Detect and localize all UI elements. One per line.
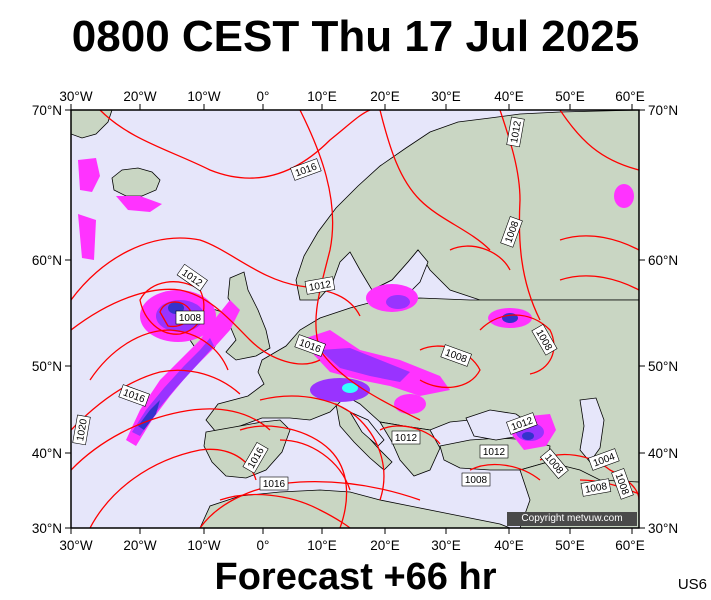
adriatic-sea [349,411,385,447]
rain-baltic-core [386,295,410,309]
top-tick-label: 20°E [370,89,399,104]
top-axis-labels: 30°W 20°W 10°W 0° 10°E 20°E 30°E 40°E 50… [59,89,644,104]
rain-alps-heavy [342,383,358,393]
land-iceland [111,167,161,197]
bottom-tick-label: 60°E [615,538,644,553]
svg-text:1008: 1008 [584,481,608,496]
top-tick-label: 10°W [187,89,220,104]
left-tick-label: 30°N [32,521,62,536]
left-tick-label: 40°N [32,446,62,461]
rain-caucasus-heavy [522,432,534,440]
top-tick-label: 50°E [555,89,584,104]
isobar-label: 1016 [259,476,289,491]
top-tick-label: 40°E [494,89,523,104]
copyright-badge: Copyright metvuw.com [507,512,637,526]
right-tick-label: 60°N [648,253,678,268]
rain-austria [394,394,426,414]
isobar-label: 1012 [506,412,538,435]
tick-marks [65,104,645,534]
bottom-tick-label: 30°W [59,538,92,553]
bottom-tick-label: 30°E [431,538,460,553]
isobar-label: 1012 [391,430,421,445]
bottom-tick-label: 10°W [187,538,220,553]
rain-iceland [78,158,100,192]
land-iberia [203,419,291,479]
left-tick-label: 60°N [32,253,62,268]
svg-text:1020: 1020 [75,418,90,442]
rain-iceland-west [78,214,96,260]
right-tick-label: 30°N [648,521,678,536]
isobar-label: 1012 [479,444,509,459]
right-tick-label: 40°N [648,446,678,461]
isobars [71,110,639,528]
isobar-label: 1008 [175,310,205,325]
svg-text:1012: 1012 [509,120,524,144]
bottom-tick-label: 20°W [123,538,156,553]
rain-central-core [320,348,410,382]
top-tick-label: 0° [257,89,270,104]
map-frame [70,109,640,529]
rain-northeast [614,184,634,208]
caspian-sea [579,397,605,463]
left-tick-label: 70°N [32,103,62,118]
precipitation [78,158,634,450]
map-title: 0800 CEST Thu 17 Jul 2025 [71,12,640,61]
left-tick-label: 50°N [32,359,62,374]
svg-text:1008: 1008 [465,475,488,486]
rain-iceland-south [116,196,162,212]
forecast-label: Forecast +66 hr [214,556,497,598]
svg-text:1016: 1016 [263,479,286,490]
right-axis-labels: 70°N 60°N 50°N 40°N 30°N [648,103,678,536]
svg-text:1012: 1012 [308,279,332,294]
land-greenland [71,110,113,139]
top-tick-label: 60°E [615,89,644,104]
right-tick-label: 70°N [648,103,678,118]
top-tick-label: 30°W [59,89,92,104]
left-axis-labels: 70°N 60°N 50°N 40°N 30°N [32,103,62,536]
right-tick-label: 50°N [648,359,678,374]
top-tick-label: 30°E [431,89,460,104]
top-tick-label: 10°E [307,89,336,104]
isobar-label: 1012 [304,276,336,295]
svg-text:1012: 1012 [395,433,418,444]
isobar-label: 1012 [506,116,525,148]
isobar-label: 1008 [461,472,491,487]
bottom-tick-label: 20°E [370,538,399,553]
rain-alps [310,378,370,402]
bottom-tick-label: 10°E [307,538,336,553]
region-code: US6 [677,576,707,593]
land-masses [71,110,639,528]
bottom-tick-label: 40°E [494,538,523,553]
bottom-axis-labels: 30°W 20°W 10°W 0° 10°E 20°E 30°E 40°E 50… [59,538,644,553]
svg-text:1012: 1012 [483,447,506,458]
isobar-label: 1008 [580,478,612,497]
svg-text:1008: 1008 [179,313,202,324]
bottom-tick-label: 50°E [555,538,584,553]
isobar-label: 1020 [72,414,91,446]
top-tick-label: 20°W [123,89,156,104]
bottom-tick-label: 0° [257,538,270,553]
